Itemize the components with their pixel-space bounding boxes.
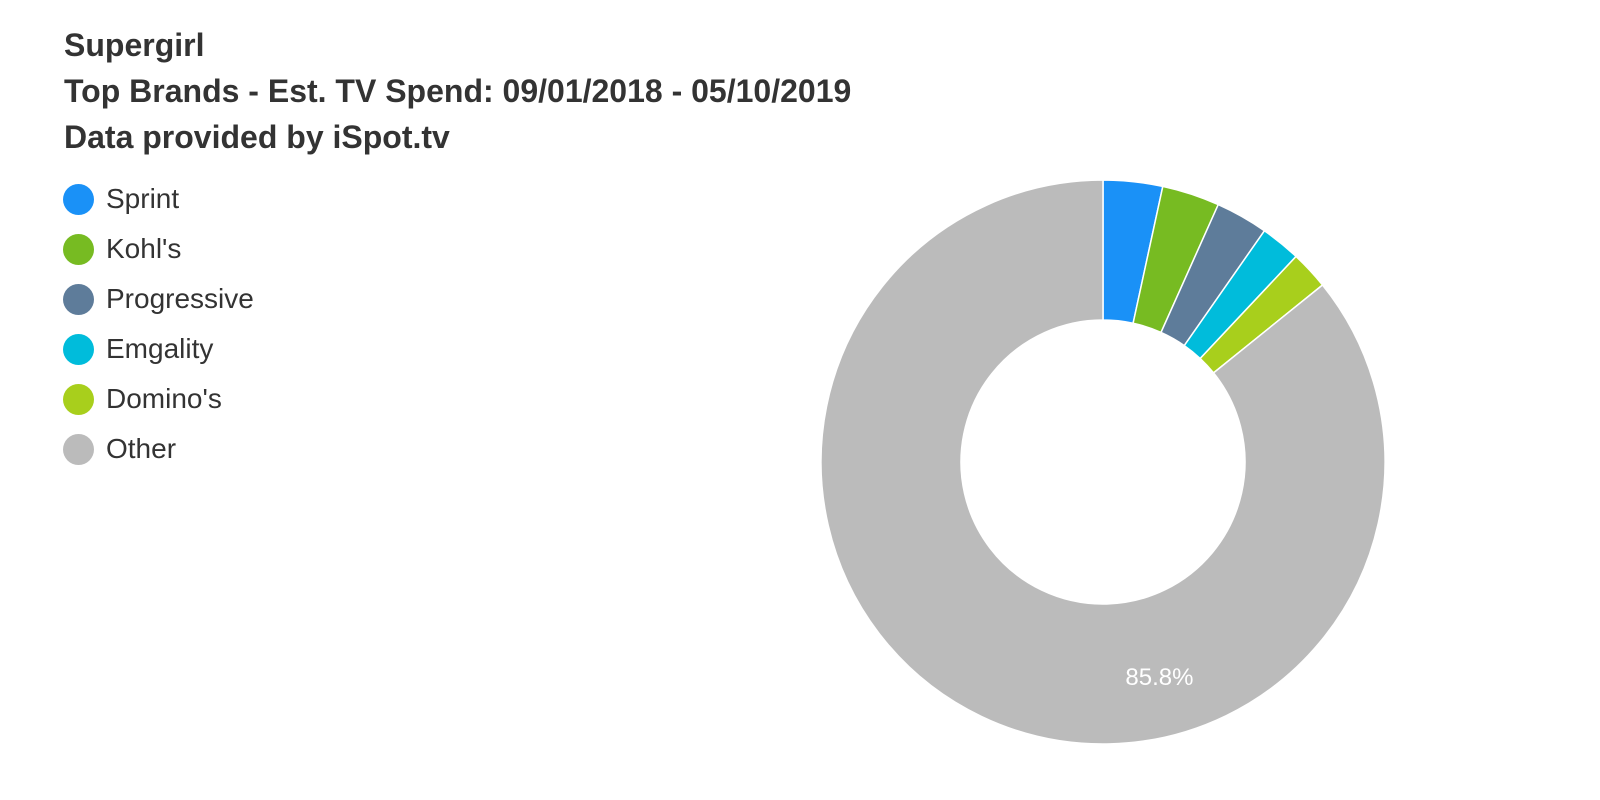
legend-item-progressive[interactable]: Progressive xyxy=(63,274,254,324)
legend-item-dominos[interactable]: Domino's xyxy=(63,374,254,424)
legend-label-other: Other xyxy=(106,433,177,464)
legend-item-kohls[interactable]: Kohl's xyxy=(63,224,254,274)
data-label-other: 85.8% xyxy=(1125,664,1193,691)
legend-item-sprint[interactable]: Sprint xyxy=(63,174,254,224)
legend-item-emgality[interactable]: Emgality xyxy=(63,324,254,374)
legend-label-emgality: Emgality xyxy=(106,333,214,364)
legend-label-sprint: Sprint xyxy=(106,183,180,214)
legend: Sprint Kohl's Progressive Emgality Domin… xyxy=(63,174,254,474)
chart-title-line-2: Top Brands - Est. TV Spend: 09/01/2018 -… xyxy=(64,73,852,109)
legend-swatch-dominos xyxy=(63,383,94,415)
chart-title-line-3: Data provided by iSpot.tv xyxy=(64,119,450,155)
legend-item-other[interactable]: Other xyxy=(63,424,254,474)
legend-swatch-emgality xyxy=(63,333,94,365)
chart-title: Supergirl Top Brands - Est. TV Spend: 09… xyxy=(64,22,851,160)
legend-label-dominos: Domino's xyxy=(106,383,222,414)
chart-title-line-1: Supergirl xyxy=(64,27,205,63)
legend-swatch-kohls xyxy=(63,233,94,265)
legend-swatch-progressive xyxy=(63,283,94,315)
legend-swatch-sprint xyxy=(63,183,94,215)
legend-label-progressive: Progressive xyxy=(106,283,254,314)
legend-label-kohls: Kohl's xyxy=(106,233,182,264)
slice-other[interactable] xyxy=(820,179,1386,745)
legend-swatch-other xyxy=(63,433,94,465)
